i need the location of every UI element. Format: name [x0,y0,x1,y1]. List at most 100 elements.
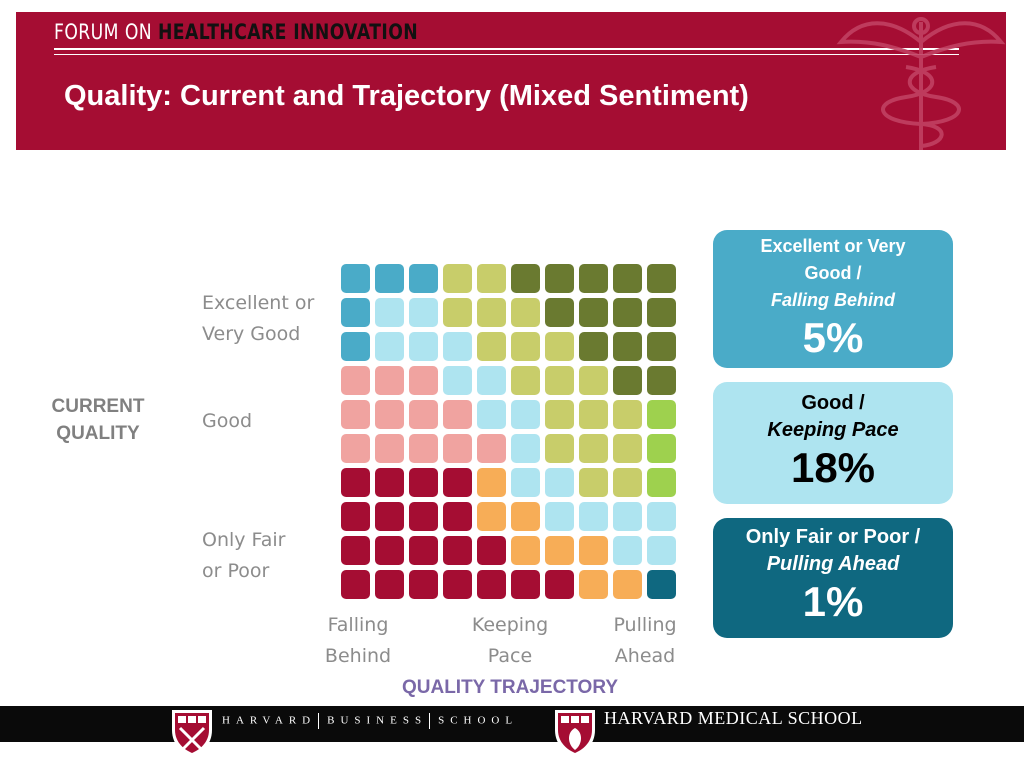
cell-good-falling [443,434,472,463]
cell-good-falling [409,366,438,395]
cell-excellent-ahead [511,264,540,293]
cell-good-keeping [511,468,540,497]
cell-fair-falling [443,536,472,565]
cell-good-keeping [443,332,472,361]
hbs-word: BUSINESS [327,714,428,727]
waffle-grid [341,264,676,599]
cell-good-ahead [545,366,574,395]
col-label-pulling-ahead: Pulling Ahead [613,614,677,667]
cell-good-ahead [613,434,642,463]
cell-good-keeping [443,366,472,395]
cell-good-ahead [545,332,574,361]
callout-line: Good / [804,263,862,283]
cell-excellent-ahead [647,264,676,293]
row-label-fair-poor: Only Fair or Poor [202,529,286,582]
cell-good-ahead [579,400,608,429]
cell-good-ahead [579,434,608,463]
callout-keeping-pace: Good / Keeping Pace 18% [713,382,953,504]
cell-good-keeping [545,468,574,497]
cell-good-keeping [511,434,540,463]
cell-fair-falling [409,536,438,565]
hbs-separator [318,713,320,729]
cell-good-ahead [443,298,472,327]
cell-fair-falling [443,570,472,599]
hms-shield-icon [555,710,595,757]
cell-good-keeping [375,298,404,327]
cell-excellent-ahead [613,366,642,395]
cell-excellent-ahead [613,298,642,327]
col-label-keeping-pace: Keeping Pace [471,614,549,667]
cell-good-keeping [477,366,506,395]
cell-fair-falling [341,502,370,531]
callout-pulling-ahead: Only Fair or Poor / Pulling Ahead 1% [713,518,953,638]
row-label-good: Good [202,410,253,432]
cell-good-falling [409,400,438,429]
cell-fair-falling [409,502,438,531]
caduceus-icon [836,17,1006,150]
cell-good-ahead [477,332,506,361]
cell-good-keeping [409,332,438,361]
cell-good-keeping [613,536,642,565]
callout-value: 1% [802,578,864,625]
col-label-falling-behind: Falling Behind [324,614,392,667]
cell-fair-falling [341,570,370,599]
callout-line: Keeping Pace [767,419,899,441]
cell-fair-falling [409,570,438,599]
cell-good-falling [443,400,472,429]
cell-good-ahead [511,366,540,395]
cell-fair-keeping [477,468,506,497]
cell-fair-falling [341,468,370,497]
cell-good-keeping [545,502,574,531]
cell-good-ahead-light [647,468,676,497]
cell-fair-keeping [579,536,608,565]
cell-good-falling [341,400,370,429]
cell-fair-falling [375,570,404,599]
cell-good-keeping [477,400,506,429]
forum-emphasis: HEALTHCARE INNOVATION [157,20,419,44]
row-label-excellent: Excellent or Very Good [202,292,315,345]
cell-fair-falling [409,468,438,497]
cell-fair-falling [545,570,574,599]
cell-excellent-ahead [545,264,574,293]
cell-fair-falling [477,570,506,599]
forum-logo: FORUM ON HEALTHCARE INNOVATION [54,20,418,44]
slide-title: Quality: Current and Trajectory (Mixed S… [64,80,749,112]
cell-fair-keeping [511,536,540,565]
cell-fair-falling [443,502,472,531]
cell-good-falling [375,366,404,395]
header-rule [54,48,959,50]
hbs-separator [429,713,431,729]
callout-line: Only Fair or Poor / [745,526,921,548]
cell-good-falling [341,366,370,395]
cell-excellent-falling [341,264,370,293]
cell-fair-keeping [511,502,540,531]
cell-good-keeping [409,298,438,327]
cell-excellent-ahead [545,298,574,327]
cell-excellent-falling [341,298,370,327]
hms-wordmark: HARVARD MEDICAL SCHOOL [604,708,863,728]
cell-good-ahead [579,366,608,395]
cell-fair-falling [375,536,404,565]
cell-excellent-ahead [613,332,642,361]
cell-fair-keeping [579,570,608,599]
cell-fair-falling [375,468,404,497]
cell-excellent-falling [341,332,370,361]
cell-good-falling [375,400,404,429]
cell-excellent-ahead [579,332,608,361]
cell-good-ahead [511,332,540,361]
callout-falling-behind: Excellent or Very Good / Falling Behind … [713,230,953,368]
cell-good-ahead-light [647,434,676,463]
callout-value: 18% [790,444,876,491]
cell-excellent-ahead [647,298,676,327]
hbs-shield-icon [172,710,212,757]
cell-good-ahead [511,298,540,327]
cell-good-keeping [579,502,608,531]
cell-good-keeping [375,332,404,361]
cell-excellent-ahead [647,366,676,395]
y-axis-title: CURRENT QUALITY [51,396,145,444]
x-axis-title: QUALITY TRAJECTORY [401,677,619,698]
cell-fair-keeping [545,536,574,565]
callout-line: Pulling Ahead [766,553,900,575]
cell-good-ahead [477,264,506,293]
callout-line: Excellent or Very [760,236,906,256]
